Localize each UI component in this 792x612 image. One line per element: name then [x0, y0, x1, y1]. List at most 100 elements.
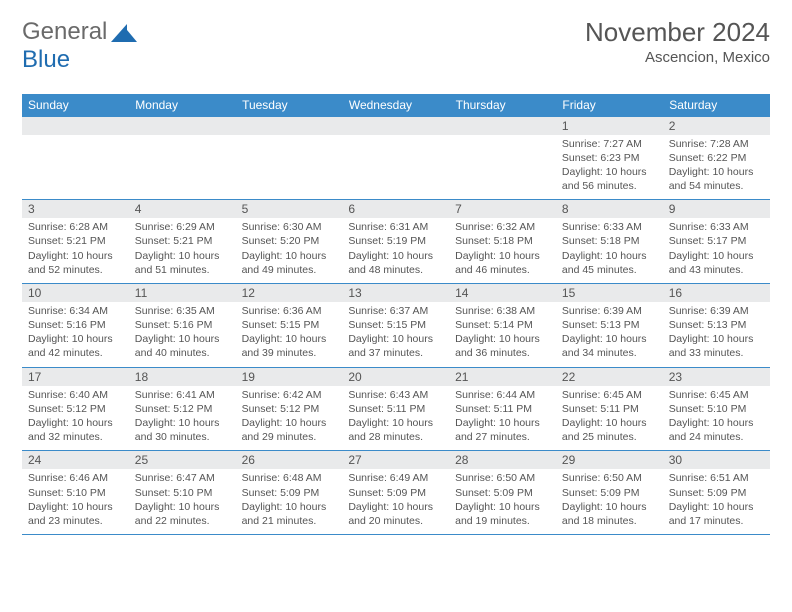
day-info: Sunrise: 6:46 AMSunset: 5:10 PMDaylight:…	[22, 469, 129, 534]
calendar-day: 16Sunrise: 6:39 AMSunset: 5:13 PMDayligh…	[663, 283, 770, 367]
calendar-day: 22Sunrise: 6:45 AMSunset: 5:11 PMDayligh…	[556, 367, 663, 451]
day-number: 26	[236, 451, 343, 469]
calendar-week: 3Sunrise: 6:28 AMSunset: 5:21 PMDaylight…	[22, 200, 770, 284]
calendar-day: 1Sunrise: 7:27 AMSunset: 6:23 PMDaylight…	[556, 116, 663, 200]
calendar-day: 24Sunrise: 6:46 AMSunset: 5:10 PMDayligh…	[22, 451, 129, 535]
day-number: 2	[663, 117, 770, 135]
calendar-day: 5Sunrise: 6:30 AMSunset: 5:20 PMDaylight…	[236, 200, 343, 284]
day-number: 6	[342, 200, 449, 218]
day-number: .	[236, 117, 343, 135]
calendar-day: .	[236, 116, 343, 200]
day-number: 22	[556, 368, 663, 386]
day-info: Sunrise: 6:42 AMSunset: 5:12 PMDaylight:…	[236, 386, 343, 451]
calendar-day: 11Sunrise: 6:35 AMSunset: 5:16 PMDayligh…	[129, 283, 236, 367]
day-number: .	[22, 117, 129, 135]
day-number: 8	[556, 200, 663, 218]
day-number: 1	[556, 117, 663, 135]
day-number: 12	[236, 284, 343, 302]
day-info: Sunrise: 6:45 AMSunset: 5:11 PMDaylight:…	[556, 386, 663, 451]
day-info: Sunrise: 6:34 AMSunset: 5:16 PMDaylight:…	[22, 302, 129, 367]
day-info: Sunrise: 6:31 AMSunset: 5:19 PMDaylight:…	[342, 218, 449, 283]
calendar-day: 8Sunrise: 6:33 AMSunset: 5:18 PMDaylight…	[556, 200, 663, 284]
calendar-day: 6Sunrise: 6:31 AMSunset: 5:19 PMDaylight…	[342, 200, 449, 284]
day-info: Sunrise: 6:33 AMSunset: 5:17 PMDaylight:…	[663, 218, 770, 283]
calendar-day: 30Sunrise: 6:51 AMSunset: 5:09 PMDayligh…	[663, 451, 770, 535]
day-info: Sunrise: 6:50 AMSunset: 5:09 PMDaylight:…	[449, 469, 556, 534]
calendar-day: .	[22, 116, 129, 200]
day-number: 15	[556, 284, 663, 302]
day-info: Sunrise: 6:49 AMSunset: 5:09 PMDaylight:…	[342, 469, 449, 534]
calendar-table: SundayMondayTuesdayWednesdayThursdayFrid…	[22, 94, 770, 535]
calendar-day: 19Sunrise: 6:42 AMSunset: 5:12 PMDayligh…	[236, 367, 343, 451]
day-number: 20	[342, 368, 449, 386]
day-number: 4	[129, 200, 236, 218]
calendar-day: 3Sunrise: 6:28 AMSunset: 5:21 PMDaylight…	[22, 200, 129, 284]
calendar-day: 14Sunrise: 6:38 AMSunset: 5:14 PMDayligh…	[449, 283, 556, 367]
day-number: 23	[663, 368, 770, 386]
logo-triangle-icon	[111, 24, 137, 42]
calendar-day: 26Sunrise: 6:48 AMSunset: 5:09 PMDayligh…	[236, 451, 343, 535]
day-info: Sunrise: 6:44 AMSunset: 5:11 PMDaylight:…	[449, 386, 556, 451]
weekday-header: Sunday	[22, 94, 129, 117]
day-number: 13	[342, 284, 449, 302]
day-info: Sunrise: 6:37 AMSunset: 5:15 PMDaylight:…	[342, 302, 449, 367]
calendar-day: 23Sunrise: 6:45 AMSunset: 5:10 PMDayligh…	[663, 367, 770, 451]
calendar-day: 4Sunrise: 6:29 AMSunset: 5:21 PMDaylight…	[129, 200, 236, 284]
day-info: Sunrise: 6:30 AMSunset: 5:20 PMDaylight:…	[236, 218, 343, 283]
day-number: 17	[22, 368, 129, 386]
month-title: November 2024	[585, 18, 770, 47]
day-number: 10	[22, 284, 129, 302]
weekday-header: Tuesday	[236, 94, 343, 117]
calendar-week: 24Sunrise: 6:46 AMSunset: 5:10 PMDayligh…	[22, 451, 770, 535]
calendar-day: 2Sunrise: 7:28 AMSunset: 6:22 PMDaylight…	[663, 116, 770, 200]
location: Ascencion, Mexico	[585, 49, 770, 66]
day-number: 27	[342, 451, 449, 469]
calendar-day: 29Sunrise: 6:50 AMSunset: 5:09 PMDayligh…	[556, 451, 663, 535]
calendar-day: 20Sunrise: 6:43 AMSunset: 5:11 PMDayligh…	[342, 367, 449, 451]
day-info: Sunrise: 7:27 AMSunset: 6:23 PMDaylight:…	[556, 135, 663, 200]
day-info: Sunrise: 6:51 AMSunset: 5:09 PMDaylight:…	[663, 469, 770, 534]
calendar-day: 27Sunrise: 6:49 AMSunset: 5:09 PMDayligh…	[342, 451, 449, 535]
day-info: Sunrise: 6:47 AMSunset: 5:10 PMDaylight:…	[129, 469, 236, 534]
day-number: 21	[449, 368, 556, 386]
day-info: Sunrise: 6:35 AMSunset: 5:16 PMDaylight:…	[129, 302, 236, 367]
calendar-day: 10Sunrise: 6:34 AMSunset: 5:16 PMDayligh…	[22, 283, 129, 367]
calendar-day: 17Sunrise: 6:40 AMSunset: 5:12 PMDayligh…	[22, 367, 129, 451]
header: General November 2024 Ascencion, Mexico	[22, 18, 770, 66]
day-info: Sunrise: 6:36 AMSunset: 5:15 PMDaylight:…	[236, 302, 343, 367]
title-block: November 2024 Ascencion, Mexico	[585, 18, 770, 66]
calendar-day: 9Sunrise: 6:33 AMSunset: 5:17 PMDaylight…	[663, 200, 770, 284]
calendar-day: 21Sunrise: 6:44 AMSunset: 5:11 PMDayligh…	[449, 367, 556, 451]
calendar-day: 18Sunrise: 6:41 AMSunset: 5:12 PMDayligh…	[129, 367, 236, 451]
day-info: Sunrise: 6:33 AMSunset: 5:18 PMDaylight:…	[556, 218, 663, 283]
weekday-header: Thursday	[449, 94, 556, 117]
day-info: Sunrise: 6:39 AMSunset: 5:13 PMDaylight:…	[663, 302, 770, 367]
day-number: 11	[129, 284, 236, 302]
day-number: 28	[449, 451, 556, 469]
day-info: Sunrise: 6:32 AMSunset: 5:18 PMDaylight:…	[449, 218, 556, 283]
weekday-header: Saturday	[663, 94, 770, 117]
day-info: Sunrise: 6:29 AMSunset: 5:21 PMDaylight:…	[129, 218, 236, 283]
weekday-header-row: SundayMondayTuesdayWednesdayThursdayFrid…	[22, 94, 770, 117]
day-info: Sunrise: 6:50 AMSunset: 5:09 PMDaylight:…	[556, 469, 663, 534]
calendar-page: General November 2024 Ascencion, Mexico …	[0, 0, 792, 612]
logo: General	[22, 18, 137, 46]
weekday-header: Monday	[129, 94, 236, 117]
calendar-day: 15Sunrise: 6:39 AMSunset: 5:13 PMDayligh…	[556, 283, 663, 367]
day-info: Sunrise: 6:45 AMSunset: 5:10 PMDaylight:…	[663, 386, 770, 451]
day-number: 3	[22, 200, 129, 218]
day-info: Sunrise: 6:38 AMSunset: 5:14 PMDaylight:…	[449, 302, 556, 367]
day-number: 16	[663, 284, 770, 302]
day-number: 18	[129, 368, 236, 386]
weekday-header: Wednesday	[342, 94, 449, 117]
day-number: 7	[449, 200, 556, 218]
calendar-day: 13Sunrise: 6:37 AMSunset: 5:15 PMDayligh…	[342, 283, 449, 367]
calendar-week: 17Sunrise: 6:40 AMSunset: 5:12 PMDayligh…	[22, 367, 770, 451]
day-info: Sunrise: 6:41 AMSunset: 5:12 PMDaylight:…	[129, 386, 236, 451]
day-number: 19	[236, 368, 343, 386]
calendar-day: .	[129, 116, 236, 200]
day-info: Sunrise: 7:28 AMSunset: 6:22 PMDaylight:…	[663, 135, 770, 200]
calendar-day: .	[342, 116, 449, 200]
day-number: 5	[236, 200, 343, 218]
day-info: Sunrise: 6:40 AMSunset: 5:12 PMDaylight:…	[22, 386, 129, 451]
